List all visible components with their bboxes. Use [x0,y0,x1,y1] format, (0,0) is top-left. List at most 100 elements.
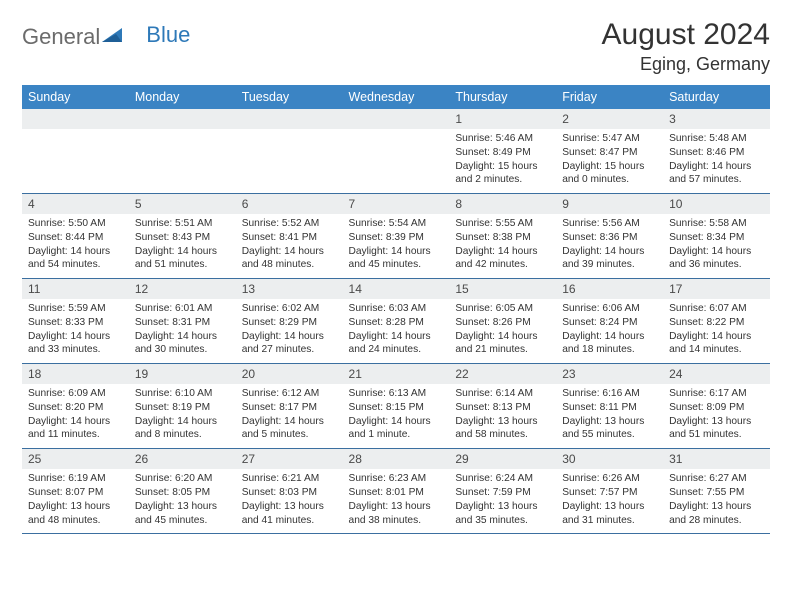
day-number: 31 [663,449,770,469]
day-line: and 30 minutes. [135,343,230,357]
day-header: Tuesday [236,85,343,109]
day-line: Sunset: 8:20 PM [28,401,123,415]
day-line: and 55 minutes. [562,428,657,442]
day-line: and 42 minutes. [455,258,550,272]
day-line: Daylight: 15 hours [562,160,657,174]
calendar-cell: 27Sunrise: 6:21 AMSunset: 8:03 PMDayligh… [236,449,343,534]
day-line: Daylight: 13 hours [455,500,550,514]
day-body: Sunrise: 6:10 AMSunset: 8:19 PMDaylight:… [129,384,236,448]
day-line: and 38 minutes. [349,514,444,528]
day-line: Daylight: 14 hours [135,245,230,259]
day-line: Sunrise: 6:16 AM [562,387,657,401]
day-line: Daylight: 14 hours [562,245,657,259]
day-line: Sunset: 8:43 PM [135,231,230,245]
day-line: Sunrise: 6:10 AM [135,387,230,401]
day-line: Sunset: 7:55 PM [669,486,764,500]
calendar-cell: 21Sunrise: 6:13 AMSunset: 8:15 PMDayligh… [343,364,450,449]
day-header: Monday [129,85,236,109]
day-line: Sunrise: 6:26 AM [562,472,657,486]
day-line: Sunrise: 6:14 AM [455,387,550,401]
day-number: 13 [236,279,343,299]
day-body: Sunrise: 5:47 AMSunset: 8:47 PMDaylight:… [556,129,663,193]
day-line: Sunrise: 5:47 AM [562,132,657,146]
logo-text-general: General [22,24,100,50]
day-line: Sunrise: 5:55 AM [455,217,550,231]
day-line: Daylight: 14 hours [242,245,337,259]
day-line: Sunset: 8:28 PM [349,316,444,330]
day-number [236,109,343,129]
calendar-cell: 23Sunrise: 6:16 AMSunset: 8:11 PMDayligh… [556,364,663,449]
day-number: 24 [663,364,770,384]
day-line: Sunrise: 6:23 AM [349,472,444,486]
day-body: Sunrise: 6:07 AMSunset: 8:22 PMDaylight:… [663,299,770,363]
calendar-cell: 28Sunrise: 6:23 AMSunset: 8:01 PMDayligh… [343,449,450,534]
day-number: 17 [663,279,770,299]
day-body: Sunrise: 6:26 AMSunset: 7:57 PMDaylight:… [556,469,663,533]
day-line: Sunset: 8:31 PM [135,316,230,330]
day-line: and 35 minutes. [455,514,550,528]
day-number: 23 [556,364,663,384]
day-line: and 28 minutes. [669,514,764,528]
day-line: and 5 minutes. [242,428,337,442]
day-body: Sunrise: 6:17 AMSunset: 8:09 PMDaylight:… [663,384,770,448]
day-line: Sunrise: 5:46 AM [455,132,550,146]
day-body: Sunrise: 6:23 AMSunset: 8:01 PMDaylight:… [343,469,450,533]
calendar-cell [343,109,450,194]
day-line: Daylight: 14 hours [669,160,764,174]
day-line: and 36 minutes. [669,258,764,272]
day-number: 26 [129,449,236,469]
day-line: and 21 minutes. [455,343,550,357]
day-line: Sunset: 8:49 PM [455,146,550,160]
day-line: and 51 minutes. [135,258,230,272]
day-body: Sunrise: 6:21 AMSunset: 8:03 PMDaylight:… [236,469,343,533]
calendar-cell: 19Sunrise: 6:10 AMSunset: 8:19 PMDayligh… [129,364,236,449]
day-line: Sunrise: 6:13 AM [349,387,444,401]
day-line: Sunrise: 6:24 AM [455,472,550,486]
calendar-page: General Blue August 2024 Eging, Germany … [0,0,792,552]
day-body: Sunrise: 5:46 AMSunset: 8:49 PMDaylight:… [449,129,556,193]
calendar-cell: 14Sunrise: 6:03 AMSunset: 8:28 PMDayligh… [343,279,450,364]
day-line: Sunrise: 6:02 AM [242,302,337,316]
day-line: Sunrise: 5:59 AM [28,302,123,316]
day-line: Sunrise: 6:01 AM [135,302,230,316]
calendar-cell: 24Sunrise: 6:17 AMSunset: 8:09 PMDayligh… [663,364,770,449]
day-line: and 2 minutes. [455,173,550,187]
day-body: Sunrise: 5:59 AMSunset: 8:33 PMDaylight:… [22,299,129,363]
day-body: Sunrise: 6:24 AMSunset: 7:59 PMDaylight:… [449,469,556,533]
calendar-cell: 7Sunrise: 5:54 AMSunset: 8:39 PMDaylight… [343,194,450,279]
day-header: Saturday [663,85,770,109]
day-line: Daylight: 13 hours [669,500,764,514]
day-line: Sunrise: 6:06 AM [562,302,657,316]
calendar-cell [22,109,129,194]
day-number: 6 [236,194,343,214]
logo-triangle-icon [102,24,124,50]
day-line: Sunset: 8:47 PM [562,146,657,160]
day-line: Sunset: 8:05 PM [135,486,230,500]
day-line: Sunrise: 6:07 AM [669,302,764,316]
logo: General Blue [22,18,190,50]
calendar-cell: 16Sunrise: 6:06 AMSunset: 8:24 PMDayligh… [556,279,663,364]
day-number: 14 [343,279,450,299]
calendar-cell: 11Sunrise: 5:59 AMSunset: 8:33 PMDayligh… [22,279,129,364]
day-line: Sunset: 7:59 PM [455,486,550,500]
day-body: Sunrise: 6:16 AMSunset: 8:11 PMDaylight:… [556,384,663,448]
day-line: Daylight: 13 hours [562,415,657,429]
calendar-cell [236,109,343,194]
calendar-cell: 5Sunrise: 5:51 AMSunset: 8:43 PMDaylight… [129,194,236,279]
day-body [129,129,236,189]
day-line: Daylight: 14 hours [349,415,444,429]
day-line: and 27 minutes. [242,343,337,357]
day-line: and 54 minutes. [28,258,123,272]
day-number: 21 [343,364,450,384]
day-line: Daylight: 14 hours [455,330,550,344]
day-line: Sunset: 8:24 PM [562,316,657,330]
day-body: Sunrise: 5:56 AMSunset: 8:36 PMDaylight:… [556,214,663,278]
day-number: 22 [449,364,556,384]
day-line: Sunrise: 5:58 AM [669,217,764,231]
day-number: 27 [236,449,343,469]
day-number: 16 [556,279,663,299]
calendar-cell: 6Sunrise: 5:52 AMSunset: 8:41 PMDaylight… [236,194,343,279]
day-number: 9 [556,194,663,214]
calendar-cell: 29Sunrise: 6:24 AMSunset: 7:59 PMDayligh… [449,449,556,534]
day-line: Daylight: 14 hours [242,330,337,344]
